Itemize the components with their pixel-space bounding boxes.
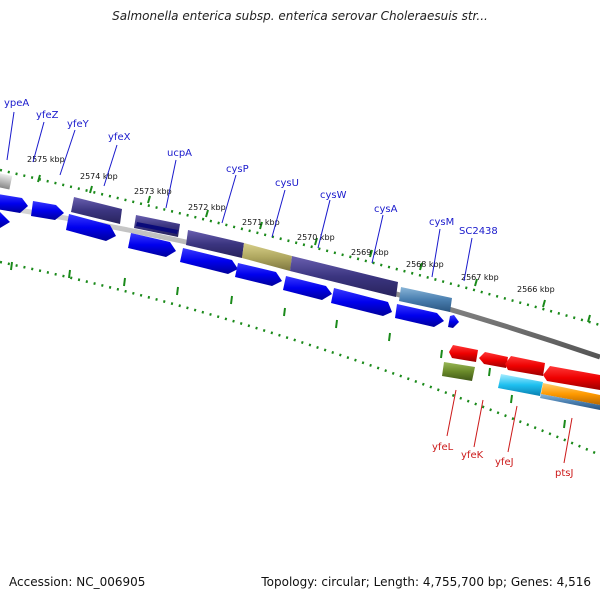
kbp-label: 2575 kbp <box>27 155 65 164</box>
gene-feature <box>395 304 444 327</box>
kbp-label: 2566 kbp <box>517 285 555 294</box>
accession-text: Accession: NC_006905 <box>9 575 146 589</box>
gene-feature <box>505 356 545 376</box>
gene-feature <box>541 383 600 405</box>
gene-feature <box>136 222 178 234</box>
reverse-strand[interactable] <box>442 345 600 410</box>
gene-feature <box>543 366 600 390</box>
gene-label-SC2438: SC2438 <box>459 226 498 237</box>
gene-feature <box>331 288 392 316</box>
reverse-gene-labels: yfeL yfeK yfeJ ptsJ <box>432 442 573 479</box>
gene-label-ptsJ: ptsJ <box>555 468 573 479</box>
kbp-label: 2571 kbp <box>242 218 280 227</box>
forward-label-leaders <box>6 111 473 282</box>
kbp-label: 2568 kbp <box>406 260 444 269</box>
gene-feature <box>448 315 459 328</box>
gene-feature <box>235 263 282 286</box>
gene-feature <box>0 172 13 190</box>
gene-label-cysP: cysP <box>226 164 249 175</box>
gene-label-yfeZ: yfeZ <box>36 110 59 121</box>
genome-summary-text: Topology: circular; Length: 4,755,700 bp… <box>261 575 591 589</box>
gene-label-yfeL: yfeL <box>432 442 454 453</box>
gene-label-cysA: cysA <box>374 204 398 215</box>
gene-feature <box>442 362 475 381</box>
gene-feature <box>283 276 332 300</box>
gene-feature <box>399 287 452 312</box>
gene-feature <box>242 243 292 271</box>
forward-strand-row-2[interactable] <box>0 207 459 328</box>
kbp-label: 2569 kbp <box>351 248 389 257</box>
reverse-label-leaders <box>446 389 573 464</box>
gene-feature <box>290 256 398 297</box>
gene-feature <box>128 233 176 257</box>
kbp-labels: 2575 kbp 2574 kbp 2573 kbp 2572 kbp 2571… <box>27 155 555 294</box>
gene-feature <box>66 214 116 241</box>
gene-feature <box>71 197 122 224</box>
gene-label-ucpA: ucpA <box>167 148 192 159</box>
gene-feature <box>0 212 10 228</box>
gene-feature <box>0 194 28 213</box>
forward-strand-row-1[interactable] <box>0 172 452 312</box>
gene-feature <box>180 248 238 274</box>
gene-label-yfeK: yfeK <box>461 450 484 461</box>
forward-gene-labels: ypeA yfeZ yfeY yfeX ucpA cysP cysU cysW … <box>4 98 498 237</box>
gene-feature <box>186 230 244 258</box>
gene-label-cysU: cysU <box>275 178 299 189</box>
gene-label-cysM: cysM <box>429 217 454 228</box>
gene-feature <box>498 374 543 396</box>
gene-feature <box>449 345 478 362</box>
kbp-label: 2573 kbp <box>134 187 172 196</box>
major-ticks <box>10 174 591 429</box>
kbp-label: 2567 kbp <box>461 273 499 282</box>
gene-label-ypeA: ypeA <box>4 98 29 109</box>
gene-label-yfeJ: yfeJ <box>495 457 514 468</box>
genome-title: Salmonella enterica subsp. enterica sero… <box>112 9 488 23</box>
kbp-label: 2570 kbp <box>297 233 335 242</box>
kbp-label: 2574 kbp <box>80 172 118 181</box>
kbp-label: 2572 kbp <box>188 203 226 212</box>
gene-feature <box>479 352 508 368</box>
gene-label-yfeX: yfeX <box>108 132 131 143</box>
gene-feature <box>540 394 600 410</box>
gene-label-yfeY: yfeY <box>67 119 90 130</box>
gene-feature <box>31 201 64 220</box>
gene-label-cysW: cysW <box>320 190 347 201</box>
outer-tick-ring <box>0 168 600 327</box>
